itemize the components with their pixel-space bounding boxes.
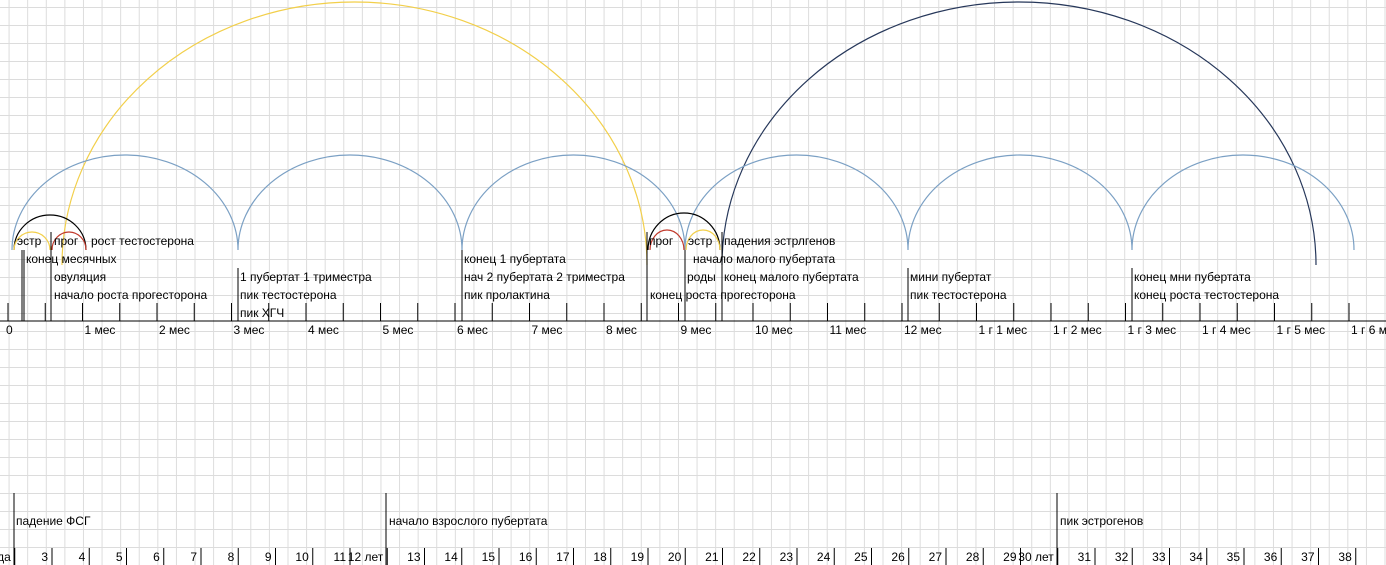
axis-label: 1 г 3 мес [1128,323,1177,337]
axis-label: 9 мес [681,323,712,337]
annotations: эстр прог рост тестостерона прог эстр па… [16,234,1279,528]
axis-label: 3 мес [234,323,265,337]
axis-label: 17 [556,550,570,564]
axis-label: 19 [631,550,645,564]
axis-label: 6 мес [457,323,488,337]
axis-label: 7 [190,550,197,564]
arc [13,231,51,251]
axis-label: 1 г 4 мес [1202,323,1251,337]
axis-label: 20 [668,550,682,564]
axis-label: 7 мес [532,323,563,337]
annotation: эстр [17,234,42,248]
axis-label: 38 [1338,550,1352,564]
axis-label: 6 [153,550,160,564]
axis-label: 31 [1078,550,1092,564]
annotation: начало взрослого пубертата [389,514,548,528]
annotation: роды [687,270,716,284]
arc [61,1,648,266]
axis-label: 30 лет [1018,550,1054,564]
axis-label: 1 г 2 мес [1053,323,1102,337]
annotation: конец мни пубертата [1134,270,1251,284]
axis-label: 21 [705,550,719,564]
axis-label: 4 мес [308,323,339,337]
axis-label: 1 г 1 мес [979,323,1028,337]
axis-label: 27 [929,550,943,564]
annotation: пик пролактина [464,288,550,302]
axis-label: 37 [1301,550,1315,564]
axis-label: 4 [79,550,86,564]
axis-label: 2 мес [159,323,190,337]
annotation: конец роста прогесторона [650,288,796,302]
annotation: мини пубертат [910,270,992,284]
arc [51,231,87,251]
annotation: пик тестостерона [240,288,337,302]
axis-label: 2 года [0,550,11,564]
annotation: пик ХГЧ [240,306,284,320]
axis-label: 11 мес [830,323,867,337]
axis-label: 16 [519,550,533,564]
annotation: пик эстрогенов [1060,514,1143,528]
annotation: начало роста прогесторона [54,288,207,302]
annotation: нач 2 пубертата 2 триместра [464,270,625,284]
annotation: конец месячных [26,252,117,266]
arc [11,154,1355,251]
annotation: овуляция [54,270,106,284]
arc [647,212,721,251]
annotation: прог [649,234,674,248]
arc [649,229,685,251]
axis-label: 28 [966,550,980,564]
axis-label: 25 [854,550,868,564]
axis-label: 0 [6,323,13,337]
annotation: 1 пубертат 1 триместра [240,270,372,284]
annotation: конец 1 пубертата [464,252,566,266]
annotation: эстр [688,234,713,248]
arc [721,1,1317,266]
axis-label: 5 [116,550,123,564]
axis-label: 1 г 5 мес [1277,323,1326,337]
annotation: начало малого пубертата [693,252,836,266]
annotation: пик тестостерона [910,288,1007,302]
axis-label: 23 [780,550,794,564]
axis-label: 34 [1189,550,1203,564]
axis-label: 12 мес [904,323,942,337]
arc [685,229,721,251]
axis-label: 12 лет [348,550,384,564]
axis-label: 10 [295,550,309,564]
annotation: падение ФСГ [16,514,91,528]
annotation: прог [54,234,79,248]
axis-label: 13 [407,550,421,564]
annotation: конец малого пубертата [724,270,859,284]
axis-label: 8 мес [606,323,637,337]
axis-label: 15 [482,550,496,564]
axis-label: 24 [817,550,831,564]
axis-label: 11 [334,550,347,564]
axis-label: 26 [891,550,905,564]
axis-label: 10 мес [755,323,793,337]
axis-label: 9 [265,550,272,564]
axis-label: 29 [1003,550,1017,564]
annotation: конец роста тестостерона [1134,288,1279,302]
annotation: рост тестостерона [91,234,194,248]
annotation: падения эстрлгенов [724,234,835,248]
axis-label: 33 [1152,550,1166,564]
axis-label: 32 [1115,550,1129,564]
axis-label: 3 [41,550,48,564]
axis-label: 14 [444,550,458,564]
axes: 0 1 мес 2 мес 3 мес 4 мес 5 мес 6 мес 7 мес 8 ме… [0,303,1386,565]
axis-label: 18 [593,550,607,564]
axis-label: 36 [1264,550,1278,564]
arc [13,214,87,251]
arcs [11,1,1355,266]
axis-label: 8 [228,550,235,564]
axis-label: 1 мес [85,323,116,337]
axis-label: 1 г 6 мес [1351,323,1386,337]
axis-label: 35 [1227,550,1241,564]
axis-label: 5 мес [383,323,414,337]
axis-label: 22 [742,550,756,564]
